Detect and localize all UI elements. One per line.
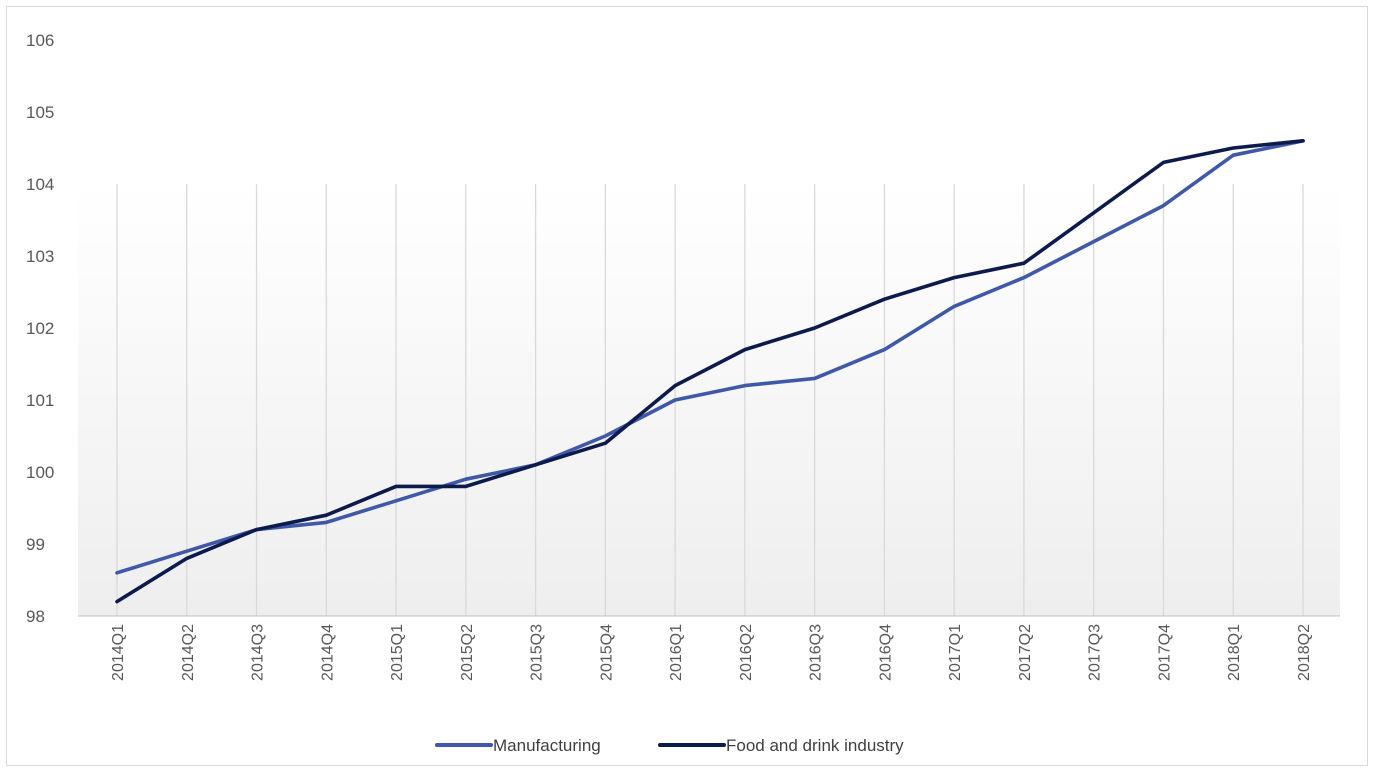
x-tick-label: 2014Q4	[319, 624, 336, 681]
series-lines	[115, 139, 1305, 604]
y-tick-label: 101	[26, 391, 54, 410]
x-tick-label: 2014Q1	[110, 624, 127, 681]
plot-area	[78, 184, 1340, 616]
y-tick-label: 105	[26, 103, 54, 122]
legend-label: Manufacturing	[493, 736, 601, 755]
x-tick-label: 2017Q4	[1156, 624, 1173, 681]
x-tick-label: 2015Q2	[459, 624, 476, 681]
y-tick-label: 104	[26, 175, 54, 194]
x-tick-label: 2017Q1	[947, 624, 964, 681]
x-tick-label: 2016Q3	[808, 624, 825, 681]
x-tick-label: 2018Q2	[1296, 624, 1313, 681]
x-tick-label: 2015Q4	[598, 624, 615, 681]
y-tick-label: 106	[26, 31, 54, 50]
x-tick-label: 2016Q1	[668, 624, 685, 681]
legend: Manufacturing Food and drink industry	[435, 736, 904, 755]
x-tick-label: 2014Q2	[180, 624, 197, 681]
x-tick-label: 2014Q3	[250, 624, 267, 681]
y-tick-label: 100	[26, 463, 54, 482]
x-tick-label: 2016Q2	[738, 624, 755, 681]
x-tick-label: 2015Q3	[529, 624, 546, 681]
axes: 98 99 100 101 102 103 104 105 106 2014Q1 2014Q2 201…	[26, 31, 1340, 681]
series-line-food-and-drink	[115, 139, 1305, 604]
x-tick-label: 2017Q2	[1017, 624, 1034, 681]
x-tick-label: 2015Q1	[389, 624, 406, 681]
x-tick-label: 2017Q3	[1087, 624, 1104, 681]
x-tick-label: 2016Q4	[877, 624, 894, 681]
series-line-manufacturing	[115, 139, 1305, 575]
x-tick-label: 2018Q1	[1226, 624, 1243, 681]
y-tick-label: 103	[26, 247, 54, 266]
legend-label: Food and drink industry	[726, 736, 904, 755]
y-tick-label: 99	[26, 535, 45, 554]
y-tick-label: 102	[26, 319, 54, 338]
y-tick-label: 98	[26, 607, 45, 626]
